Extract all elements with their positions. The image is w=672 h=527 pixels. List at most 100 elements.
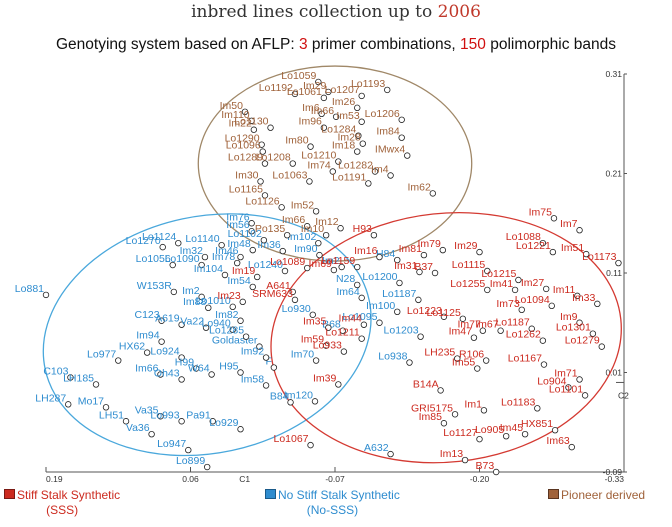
point-pioneer [320,94,328,102]
point-pioneer [259,148,266,155]
point-label-sss: Im85 [419,411,443,423]
point-label-pioneer: Lo1096 [226,140,261,152]
point-label-nosss: Im94 [136,330,160,342]
point-nosss [376,319,383,326]
point-sss [479,327,487,334]
point-label-nosss: Lo899 [176,455,205,467]
point-label-nosss: A619 [155,313,180,325]
point-label-nosss: Im32 [180,245,204,257]
point-sss [420,251,428,259]
point-pioneer [250,126,258,133]
point-label-sss: Im41 [490,278,514,290]
point-label-sss: Im69 [309,258,333,270]
point-nosss [203,463,211,471]
x-tick-label: 0.06 [182,474,199,484]
point-label-sss: Im29 [454,240,478,252]
point-sss [548,302,555,310]
point-nosss [115,357,122,364]
point-label-nosss: LH185 [63,372,94,384]
point-sss [534,405,541,412]
point-sss [521,430,529,438]
point-pioneer [365,180,372,187]
point-pioneer [404,152,411,159]
point-label-nosss: Im104 [194,263,223,275]
point-label-pioneer: Im66 [311,105,335,117]
point-label-sss: Lo1221 [516,240,551,252]
point-label-nosss: Lo993 [150,409,179,421]
point-label-sss: Im27 [521,277,545,289]
point-label-sss: Im75 [529,206,553,218]
point-label-sss: Im55 [452,357,476,369]
point-label-pioneer: Lo1059 [281,70,316,82]
point-nosss [158,317,165,324]
point-label-sss: Lo1262 [506,329,541,341]
point-pioneer [284,231,291,239]
point-sss [583,250,590,258]
point-label-sss: Lo1255 [450,278,485,290]
point-sss [551,427,559,434]
point-nosss [358,294,365,302]
point-nosss [249,246,256,254]
legend-label-pioneer-1: Pioneer derived [561,488,646,502]
point-label-sss: Im1 [464,398,482,410]
point-label-nosss: W64 [188,362,210,374]
y-axis-label: C2 [618,390,629,400]
point-label-nosss: C123 [134,309,159,321]
point-label-nosss: Im64 [336,286,360,298]
point-pioneer [325,88,332,96]
point-nosss [102,404,110,411]
x-tick-label: -0.33 [605,474,625,484]
point-nosss [65,401,72,408]
point-nosss [415,296,422,304]
point-sss [539,239,547,247]
point-sss [589,330,597,337]
point-sss [492,468,500,476]
y-tick-label: 0.01 [605,368,622,378]
legend-label-nosss-2: (No-SSS) [306,503,359,517]
point-label-pioneer: Lo1208 [256,152,291,164]
point-label-nosss: B84 [270,390,289,402]
point-sss [568,443,575,451]
point-label-sss: Lo905 [475,424,504,436]
point-label-nosss: Lo929 [209,417,238,429]
legend-item-pioneer: Pioneer derived [548,488,645,503]
point-nosss [270,364,278,371]
point-label-pioneer: Po135 [255,223,286,235]
point-nosss [262,382,270,389]
point-sss [454,355,461,362]
point-nosss [339,327,346,334]
point-label-pioneer: Im52 [291,199,315,211]
point-nosss [338,263,345,271]
point-nosss [208,371,215,378]
point-sss [289,288,296,296]
point-sss [515,276,522,284]
point-pioneer [315,78,322,86]
point-label-sss: Lo933 [313,340,342,352]
point-nosss [201,253,209,261]
point-label-sss: Im71 [554,367,578,379]
point-nosss [312,357,320,364]
point-label-pioneer: Lo1284 [321,124,356,136]
subtitle-prefix: Genotying system based on AFLP: [55,36,299,53]
point-sss [484,286,491,294]
point-pioneer [267,124,274,131]
point-pioneer [261,160,269,167]
point-label-nosss: Im92 [241,346,265,358]
point-label-nosss: Lo1102 [228,228,262,240]
point-label-nosss: Lo930 [282,303,311,315]
point-pioneer [318,110,325,117]
point-nosss [237,317,244,324]
point-pioneer [335,158,342,165]
point-pioneer [241,108,249,116]
point-sss [239,298,246,306]
point-label-nosss: F [265,356,271,368]
point-sss [325,324,332,331]
point-label-sss: LH235 [424,347,455,359]
legend-item-nosss: No Stiff Stalk Synthetic (No-SSS) [265,488,400,518]
point-label-pioneer: Im30 [235,169,259,181]
point-pioneer [371,168,379,175]
point-label-nosss: A632 [364,442,389,454]
point-nosss [316,251,323,259]
point-label-pioneer: Im12 [315,216,339,228]
